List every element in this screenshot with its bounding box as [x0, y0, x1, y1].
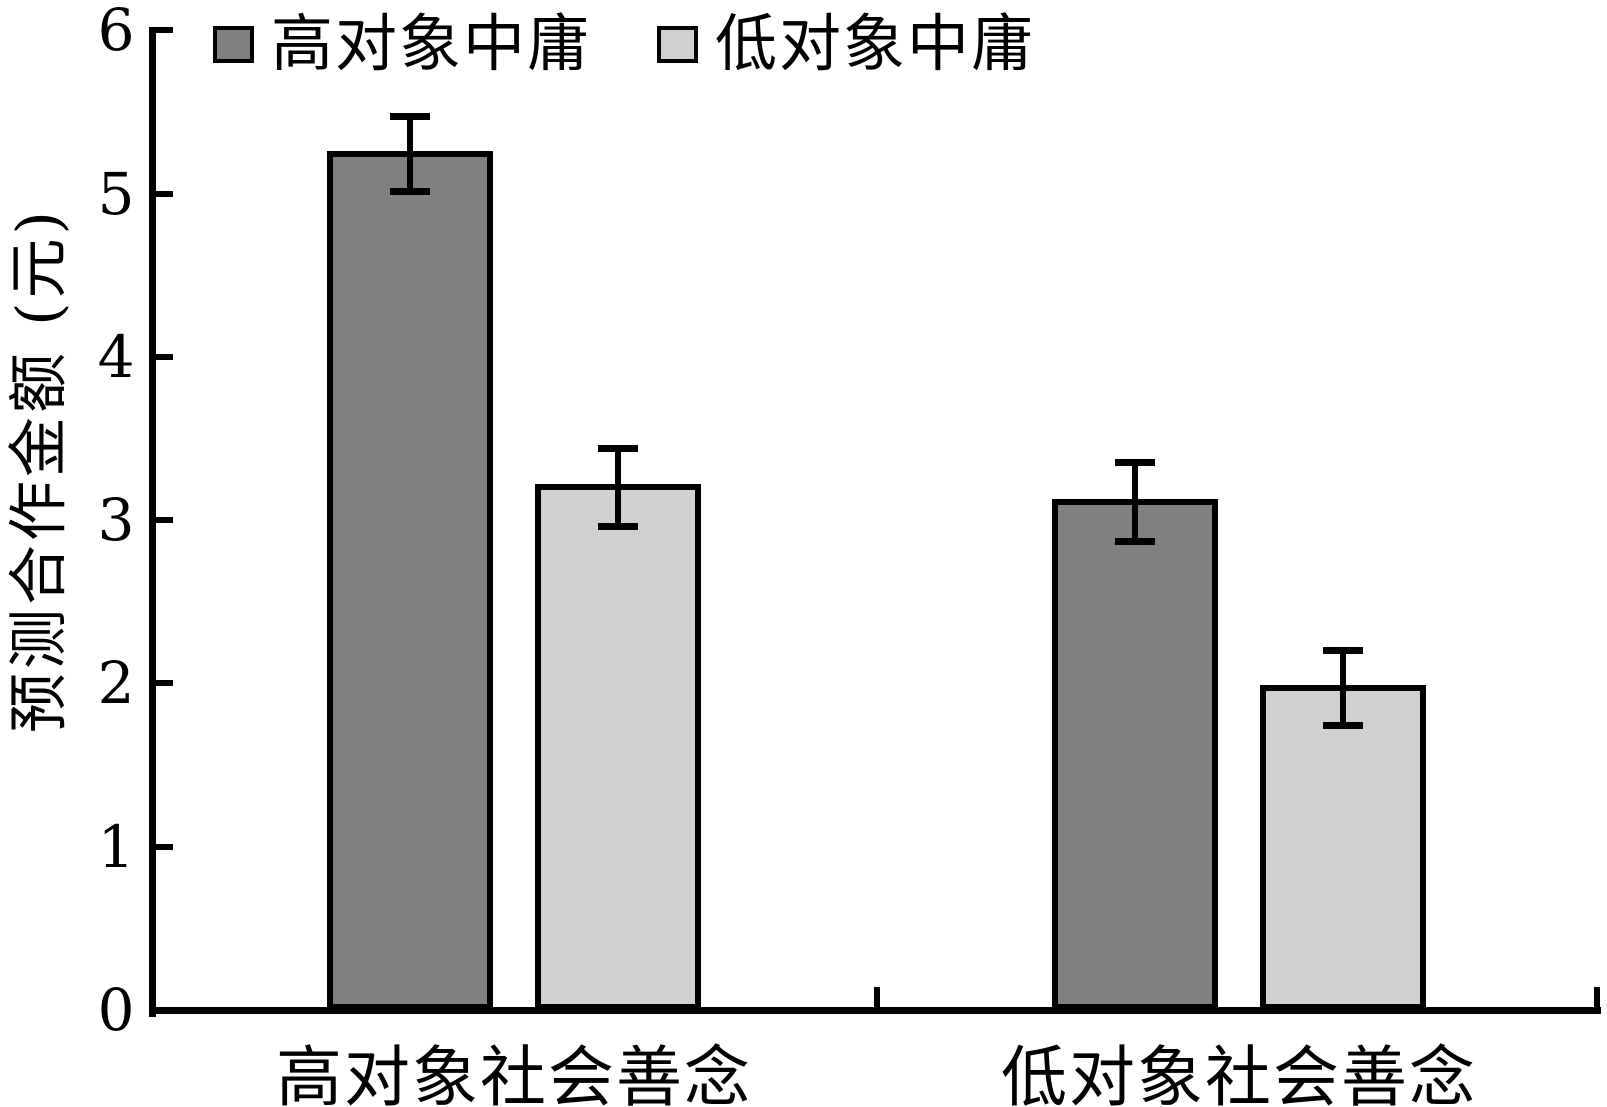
bar-g0-s1: [535, 484, 701, 1010]
y-tick-4: [153, 354, 173, 360]
err-cap-top-g0-s0: [390, 113, 430, 120]
err-cap-bottom-g0-s1: [598, 523, 638, 530]
y-tick-6: [153, 27, 173, 33]
legend-item-low-object-zhongyong: 低对象中庸: [657, 7, 1036, 80]
legend-label-high-object-zhongyong: 高对象中庸: [271, 7, 592, 80]
err-cap-top-g1-s1: [1323, 647, 1363, 654]
bar-g1-s1: [1260, 685, 1426, 1010]
err-cap-bottom-g1-s0: [1115, 538, 1155, 545]
y-tick-label-1: 1: [97, 813, 135, 881]
legend: 高对象中庸 低对象中庸: [213, 7, 1036, 80]
legend-label-low-object-zhongyong: 低对象中庸: [715, 7, 1036, 80]
err-line-g1-s1: [1340, 651, 1346, 726]
y-axis-spine: [149, 27, 156, 1017]
y-tick-label-0: 0: [97, 976, 135, 1044]
y-tick-3: [153, 517, 173, 523]
err-cap-bottom-g1-s1: [1323, 722, 1363, 729]
err-cap-top-g0-s1: [598, 445, 638, 452]
x-category-label-0: 高对象社会善念: [276, 1039, 752, 1107]
x-axis-baseline: [149, 1007, 1601, 1014]
x-category-label-1: 低对象社会善念: [1001, 1039, 1477, 1107]
y-tick-1: [153, 844, 173, 850]
x-boundary-tick-0: [874, 987, 880, 1007]
err-line-g0-s1: [615, 448, 621, 526]
y-tick-label-5: 5: [97, 160, 135, 228]
legend-swatch-dark: [213, 25, 254, 63]
y-tick-label-2: 2: [97, 649, 135, 717]
bar-g0-s0: [327, 151, 493, 1010]
err-line-g0-s0: [407, 117, 413, 192]
x-boundary-tick-1: [1594, 987, 1600, 1007]
y-tick-label-3: 3: [97, 486, 135, 554]
err-cap-bottom-g0-s0: [390, 188, 430, 195]
legend-swatch-light: [657, 25, 699, 63]
bar-g1-s0: [1052, 499, 1218, 1010]
y-tick-2: [153, 680, 173, 686]
y-tick-5: [153, 191, 173, 197]
legend-item-high-object-zhongyong: 高对象中庸: [213, 7, 592, 80]
err-line-g1-s0: [1132, 463, 1138, 541]
err-cap-top-g1-s0: [1115, 459, 1155, 466]
y-tick-label-6: 6: [97, 0, 135, 64]
y-tick-label-4: 4: [97, 323, 135, 391]
